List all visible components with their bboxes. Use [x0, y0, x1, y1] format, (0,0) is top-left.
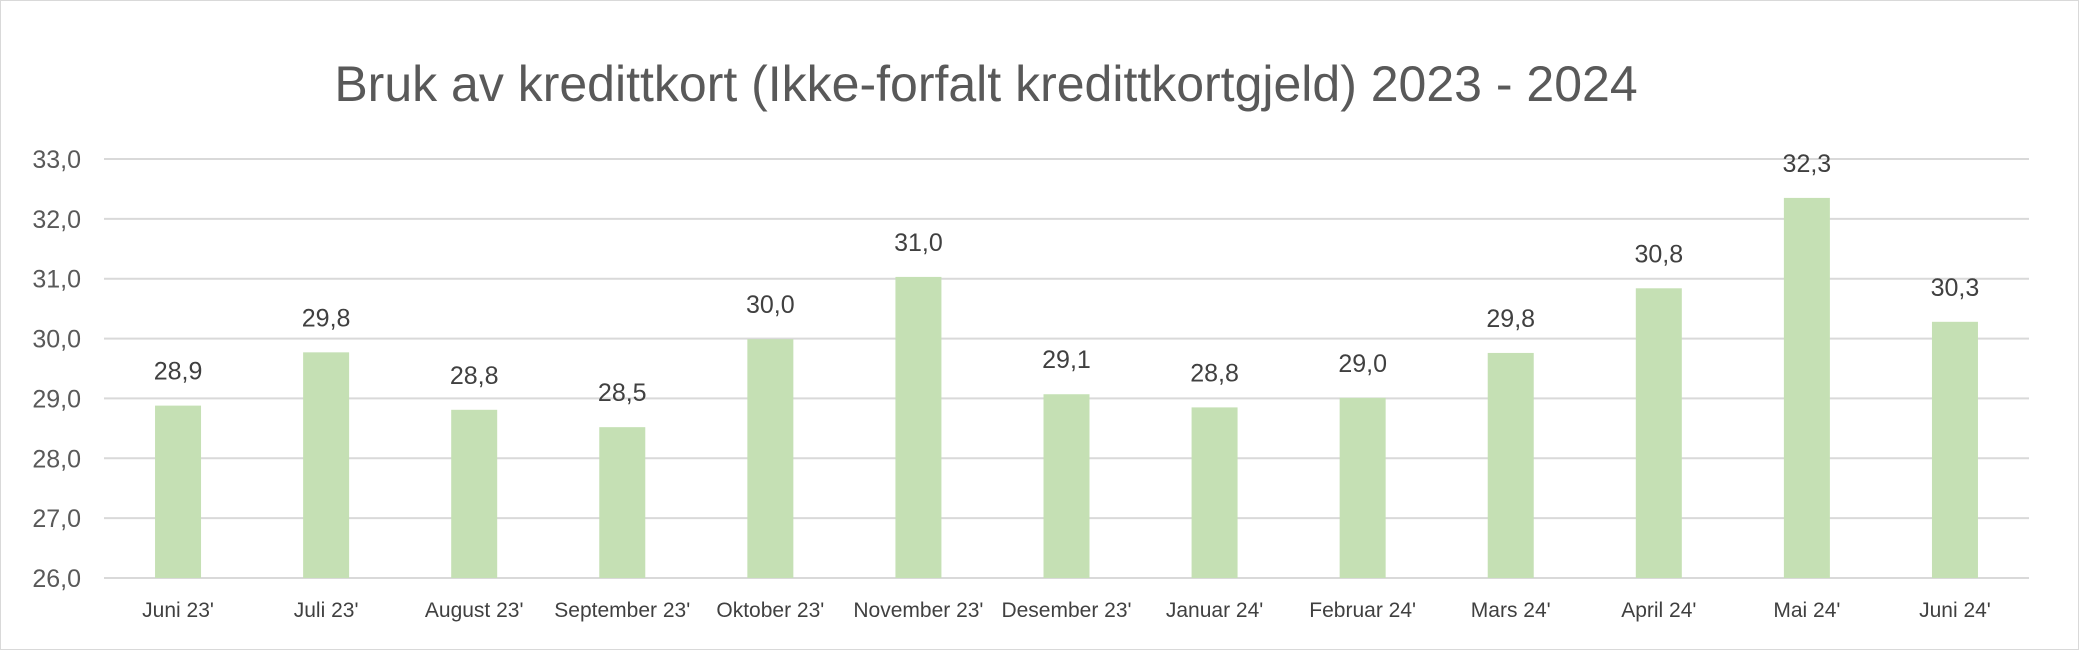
data-label: 28,9 — [154, 358, 203, 386]
x-tick-label: November 23' — [853, 599, 983, 622]
y-tick-label: 27,0 — [32, 505, 81, 533]
data-labels: 28,9 29,8 28,8 28,5 30,0 31,0 29,1 28,8 29,0 29,8… — [154, 150, 1980, 407]
data-label: 30,0 — [746, 291, 795, 319]
x-tick-label: Juni 24' — [1919, 599, 1991, 622]
bar — [1191, 407, 1238, 578]
bar — [155, 405, 202, 578]
bar — [747, 339, 794, 578]
x-tick-label: August 23' — [425, 599, 524, 622]
data-label: 29,1 — [1042, 346, 1091, 374]
data-label: 29,0 — [1338, 350, 1387, 378]
y-tick-label: 32,0 — [32, 206, 81, 234]
bar — [1931, 321, 1978, 578]
bar — [1339, 397, 1386, 578]
y-tick-label: 33,0 — [32, 146, 81, 174]
data-label: 29,8 — [302, 304, 351, 332]
bar — [1783, 197, 1830, 578]
y-tick-label: 30,0 — [32, 326, 81, 354]
data-label: 30,8 — [1634, 240, 1683, 268]
bars — [155, 197, 1978, 578]
data-label: 32,3 — [1783, 150, 1832, 178]
bar — [1043, 394, 1090, 578]
data-label: 28,8 — [1190, 359, 1239, 387]
bar — [1635, 288, 1682, 578]
bar — [895, 276, 942, 578]
data-label: 29,8 — [1486, 305, 1535, 333]
y-tick-label: 29,0 — [32, 385, 81, 413]
x-tick-label: Juni 23' — [142, 599, 214, 622]
x-tick-label: Mars 24' — [1471, 599, 1551, 622]
x-tick-label: Oktober 23' — [716, 599, 824, 622]
x-tick-label: Desember 23' — [1001, 599, 1131, 622]
data-label: 30,3 — [1931, 274, 1980, 302]
y-tick-label: 28,0 — [32, 445, 81, 473]
x-tick-label: Januar 24' — [1166, 599, 1263, 622]
x-tick-label: April 24' — [1621, 599, 1696, 622]
data-label: 31,0 — [894, 229, 943, 257]
chart-title: Bruk av kredittkort (Ikke-forfalt kredit… — [334, 56, 1637, 112]
data-label: 28,8 — [450, 362, 499, 390]
bar — [451, 409, 498, 578]
data-label: 28,5 — [598, 379, 647, 407]
y-axis-ticks: 26,0 27,0 28,0 29,0 30,0 31,0 32,0 33,0 — [32, 146, 81, 593]
bar — [599, 427, 646, 578]
x-tick-label: Juli 23' — [294, 599, 359, 622]
x-axis-ticks: Juni 23' Juli 23' August 23' September 23' O… — [142, 599, 1991, 622]
bar — [1487, 352, 1534, 578]
y-tick-label: 26,0 — [32, 565, 81, 593]
y-tick-label: 31,0 — [32, 266, 81, 294]
bar — [303, 352, 350, 578]
x-tick-label: Februar 24' — [1309, 599, 1416, 622]
x-tick-label: September 23' — [554, 599, 690, 622]
x-tick-label: Mai 24' — [1773, 599, 1840, 622]
